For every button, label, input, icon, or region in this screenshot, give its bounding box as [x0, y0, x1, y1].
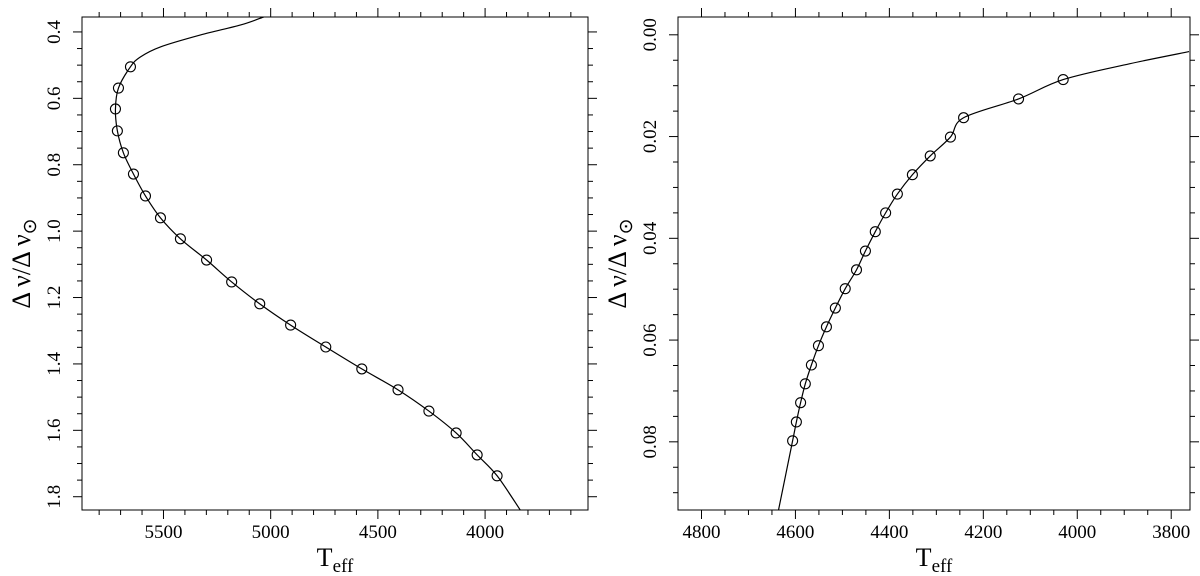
y-tick-label: 0.06 — [640, 323, 661, 356]
model-point — [356, 363, 368, 375]
model-point — [423, 405, 435, 417]
model-point — [944, 131, 956, 143]
y-tick-label: 1.6 — [44, 418, 65, 442]
y-tick-label: 1.8 — [44, 485, 65, 509]
y-tick-label: 0.00 — [640, 18, 661, 51]
model-point — [117, 147, 129, 159]
model-point — [812, 340, 824, 352]
y-tick-label: 0.4 — [44, 20, 65, 44]
x-axis-label-sub: eff — [932, 556, 953, 576]
x-axis-label: Teff — [916, 543, 953, 576]
x-tick-label: 4000 — [1058, 522, 1096, 543]
model-point — [254, 298, 266, 310]
x-tick-label: 4500 — [359, 522, 397, 543]
model-point — [285, 319, 297, 331]
y-tick-label: 0.04 — [640, 221, 661, 255]
x-axis-label: Teff — [317, 543, 354, 576]
x-axis-label-main: T — [916, 543, 932, 572]
y-axis-label-sub: ⊙ — [616, 218, 637, 234]
y-tick-label: 1.2 — [44, 286, 65, 310]
model-point — [829, 302, 841, 314]
y-axis-label-main: Δ ν/Δ ν — [603, 234, 632, 309]
model-point — [787, 435, 799, 447]
y-tick-label: 0.8 — [44, 153, 65, 177]
model-point — [320, 341, 332, 353]
model-point — [471, 449, 483, 461]
y-axis-label: Δ ν/Δ ν⊙ — [603, 218, 637, 308]
y-axis-label-sub: ⊙ — [20, 218, 41, 234]
model-point — [795, 397, 807, 409]
y-tick-label: 1.0 — [44, 219, 65, 243]
y-axis-label-main: Δ ν/Δ ν — [7, 234, 36, 309]
x-tick-label: 5000 — [252, 522, 290, 543]
model-point — [112, 82, 124, 94]
y-tick-label: 0.08 — [640, 425, 661, 458]
x-axis-label-main: T — [317, 543, 333, 572]
model-point — [1057, 74, 1069, 86]
model-point — [139, 190, 152, 202]
model-point — [869, 226, 881, 238]
model-point — [491, 470, 503, 482]
plot-frame — [81, 16, 589, 511]
x-tick-label: 4800 — [682, 522, 720, 543]
panel: 4800 4600 4400 4200 4000 3800 0.00 0.02 0.04 0.06… — [603, 8, 1199, 576]
plot-frame — [677, 16, 1191, 511]
x-tick-label: 4200 — [964, 522, 1002, 543]
model-point — [109, 103, 121, 115]
model-point — [799, 378, 811, 390]
model-point — [820, 321, 832, 333]
track-line — [114, 17, 521, 510]
track-line — [777, 51, 1190, 510]
model-point — [392, 384, 404, 396]
x-tick-label: 4400 — [870, 522, 908, 543]
model-point — [906, 169, 918, 181]
model-point — [790, 416, 802, 428]
model-point — [111, 125, 123, 137]
x-axis-label-sub: eff — [333, 556, 354, 576]
x-tick-label: 4000 — [466, 522, 504, 543]
model-point — [924, 150, 936, 162]
model-point — [859, 245, 871, 257]
x-tick-label: 4600 — [776, 522, 814, 543]
model-point — [839, 283, 851, 295]
model-point — [1013, 93, 1025, 105]
y-tick-label: 0.02 — [640, 120, 661, 153]
x-tick-label: 3800 — [1152, 522, 1190, 543]
y-tick-label: 0.6 — [44, 86, 65, 110]
y-axis-label: Δ ν/Δ ν⊙ — [7, 218, 41, 308]
x-tick-label: 5500 — [144, 522, 182, 543]
model-point — [201, 254, 213, 266]
model-point — [850, 264, 863, 276]
model-point — [958, 112, 970, 124]
panel: 5500 5000 4500 4000 0.4 0.6 0.8 1.0 1.2 1.4 1.6 1.8… — [7, 8, 597, 576]
model-point — [174, 233, 186, 245]
model-point — [124, 61, 137, 73]
model-point — [450, 427, 462, 439]
model-point — [154, 212, 167, 224]
model-point — [880, 207, 892, 219]
model-point — [891, 188, 903, 200]
model-point — [127, 168, 140, 180]
y-tick-label: 1.4 — [44, 352, 65, 376]
model-point — [226, 276, 238, 288]
model-point — [805, 359, 817, 371]
